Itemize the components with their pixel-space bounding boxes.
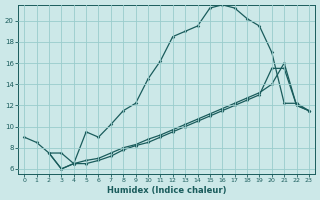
X-axis label: Humidex (Indice chaleur): Humidex (Indice chaleur) <box>107 186 226 195</box>
